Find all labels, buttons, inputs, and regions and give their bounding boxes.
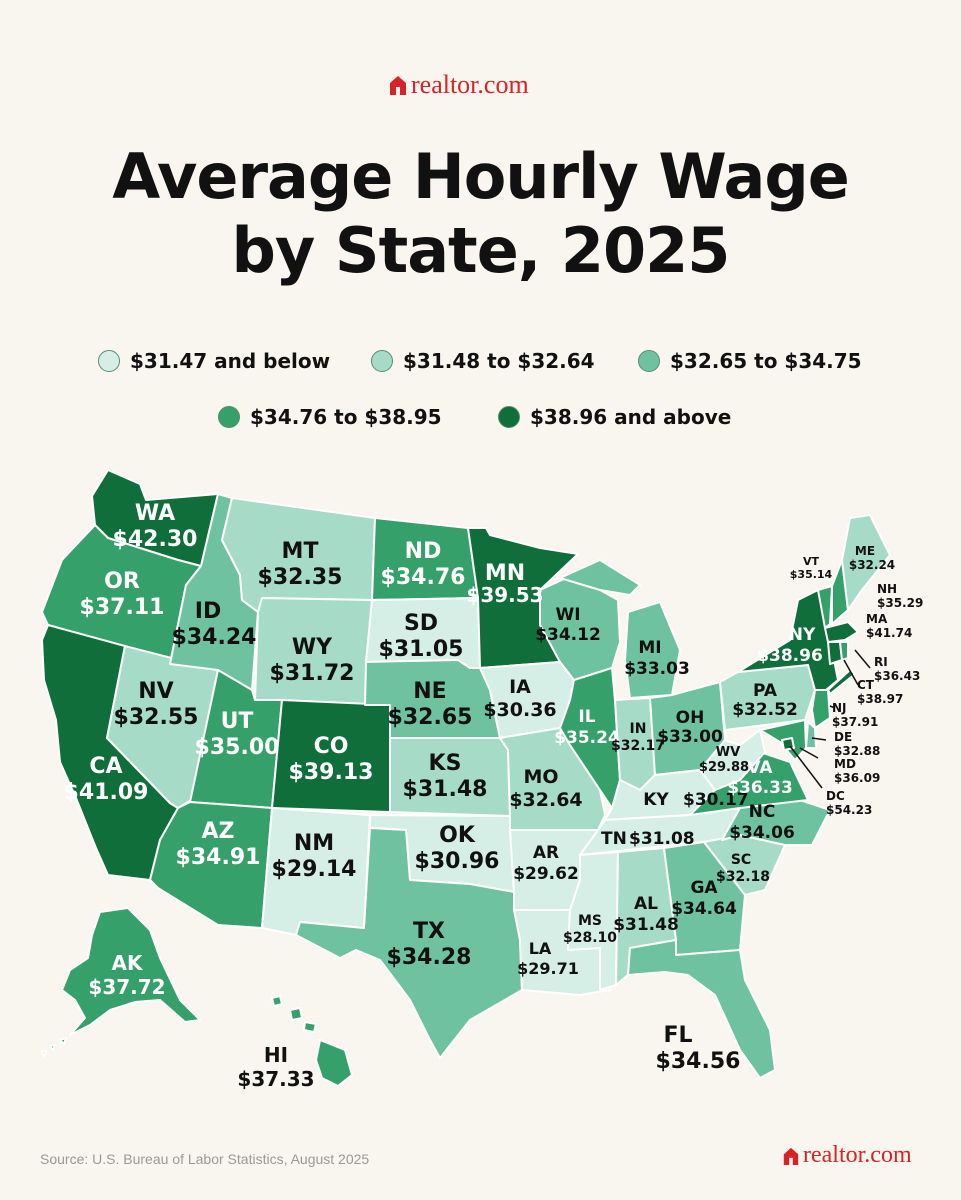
legend-swatch	[371, 350, 393, 372]
label-IL: IL $35.24	[554, 707, 620, 748]
label-CO: CO $39.13	[289, 734, 374, 785]
label-WA: WA $42.30	[113, 501, 198, 552]
state-AK	[61, 907, 201, 1036]
label-IN: IN $32.17	[611, 721, 665, 754]
legend-swatch	[638, 350, 660, 372]
source-note: Source: U.S. Bureau of Labor Statistics,…	[40, 1151, 370, 1167]
title-line-2: by State, 2025	[231, 214, 731, 287]
label-OK: OK $30.96	[415, 823, 500, 874]
label-VT: VT $35.14	[790, 555, 833, 581]
state-RI	[839, 641, 849, 661]
legend-item-4: $34.76 to $38.95	[218, 405, 442, 429]
label-PA: PA $32.52	[732, 681, 798, 720]
label-NV: NV $32.55	[114, 679, 199, 730]
label-NE: NE $32.65	[388, 679, 473, 730]
label-WI: WI $34.12	[535, 605, 601, 645]
label-MD: MD $36.09	[834, 757, 880, 785]
legend-label: $31.47 and below	[130, 349, 331, 373]
label-AK: AK $37.72	[88, 951, 165, 999]
label-OH: OH $33.00	[657, 708, 723, 747]
legend-label: $34.76 to $38.95	[250, 405, 442, 429]
label-VA: VA $36.33	[727, 758, 793, 798]
legend-swatch	[498, 406, 520, 428]
label-AL: AL $31.48	[613, 894, 679, 935]
label-MA: MA $41.74	[866, 612, 912, 640]
legend-swatch	[218, 406, 240, 428]
state-MA	[824, 621, 859, 643]
label-OR: OR $37.11	[80, 569, 165, 620]
label-MS: MS $28.10	[563, 913, 617, 946]
label-FL: FL $34.56	[656, 1023, 741, 1074]
state-ME	[841, 514, 891, 611]
label-TN: TN	[601, 829, 627, 849]
label-NM: NM $29.14	[272, 831, 357, 882]
legend-item-1: $31.47 and below	[98, 349, 330, 373]
label-RI: RI $36.43	[874, 655, 920, 683]
label-SD: SD $31.05	[379, 611, 464, 662]
title-line-1: Average Hourly Wage	[112, 140, 850, 213]
label-KY-wage: $30.17	[683, 790, 749, 810]
state-VT	[817, 585, 833, 629]
label-WY: WY $31.72	[270, 635, 355, 686]
label-CT: CT $38.97	[857, 678, 903, 706]
label-DC: DC $54.23	[826, 789, 872, 817]
label-IA: IA $30.36	[483, 676, 556, 721]
callout-lines	[789, 649, 871, 789]
label-WV: WV $29.88	[699, 745, 749, 775]
label-ID: ID $34.24	[172, 599, 257, 650]
realtor-logo-top: realtor.com	[388, 70, 529, 100]
hawaii-islands	[271, 995, 317, 1033]
label-MT: MT $32.35	[258, 539, 343, 590]
state-FL	[627, 939, 776, 1079]
state-TX	[295, 827, 523, 1059]
label-TN-wage: $31.08	[629, 829, 695, 849]
label-NH: NH $35.29	[877, 582, 923, 610]
label-CA: CA $41.09	[64, 754, 149, 805]
label-LA: LA $29.71	[517, 939, 579, 978]
label-ME: ME $32.24	[849, 544, 895, 572]
state-HI	[315, 1039, 353, 1087]
label-AR: AR $29.62	[513, 843, 579, 884]
state-WV	[699, 729, 766, 791]
label-GA: GA $34.64	[671, 878, 737, 919]
label-DE: DE $32.88	[834, 730, 880, 758]
label-MN: MN $39.53	[466, 561, 543, 607]
label-NY: NY $38.96	[757, 625, 823, 666]
label-ND: ND $34.76	[381, 539, 466, 590]
legend-swatch	[98, 350, 120, 372]
long-island	[827, 669, 856, 695]
state-IL	[559, 667, 621, 809]
label-MI: MI $33.03	[624, 638, 690, 679]
state-NJ	[811, 689, 831, 729]
legend-label: $31.48 to $32.64	[403, 349, 595, 373]
house-icon	[390, 76, 406, 95]
legend-label: $38.96 and above	[530, 405, 732, 429]
legend-item-3: $32.65 to $34.75	[638, 349, 862, 373]
label-KS: KS $31.48	[403, 751, 488, 802]
house-icon	[783, 1147, 799, 1165]
label-SC: SC $32.18	[716, 852, 770, 885]
legend-item-5: $38.96 and above	[498, 405, 731, 429]
alaska-islands	[41, 1037, 67, 1057]
label-KY: KY	[643, 790, 669, 810]
legend-item-2: $31.48 to $32.64	[371, 349, 595, 373]
realtor-logo-bottom: realtor.com	[782, 1142, 912, 1169]
label-NJ: NJ $37.91	[832, 701, 878, 729]
brand-name: realtor.com	[411, 70, 529, 99]
legend-label: $32.65 to $34.75	[670, 349, 862, 373]
brand-name: realtor.com	[803, 1142, 912, 1168]
label-AZ: AZ $34.91	[176, 819, 261, 870]
label-MO: MO $32.64	[509, 766, 582, 811]
page-title: Average Hourly Wage by State, 2025	[0, 140, 961, 288]
label-TX: TX $34.28	[387, 919, 472, 970]
label-NC: NC $34.06	[729, 802, 795, 843]
label-HI: HI $37.33	[237, 1043, 314, 1091]
label-UT: UT $35.00	[195, 709, 280, 760]
